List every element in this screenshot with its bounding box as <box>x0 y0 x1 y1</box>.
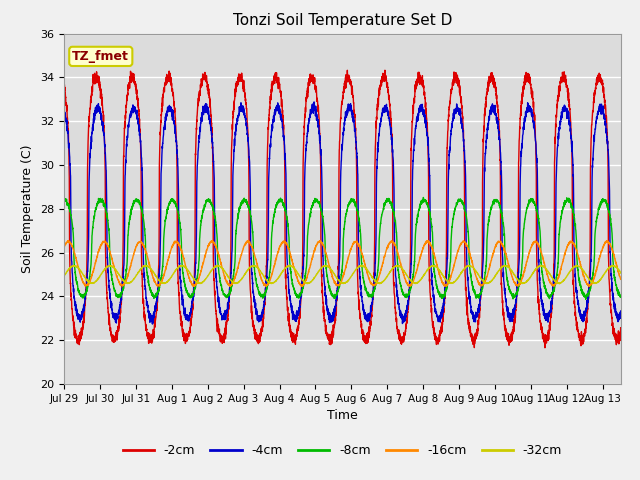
-16cm <box>189 283 197 289</box>
-32cm <box>600 272 608 277</box>
-8cm <box>582 297 589 302</box>
-2cm <box>381 67 388 73</box>
-8cm <box>600 197 608 203</box>
-2cm <box>324 335 332 340</box>
-4cm <box>148 321 156 327</box>
Title: Tonzi Soil Temperature Set D: Tonzi Soil Temperature Set D <box>233 13 452 28</box>
-4cm <box>294 312 302 317</box>
-16cm <box>572 247 580 252</box>
-32cm <box>429 263 437 268</box>
Line: -4cm: -4cm <box>64 102 621 324</box>
-16cm <box>600 242 608 248</box>
-8cm <box>572 232 580 238</box>
-4cm <box>310 99 318 105</box>
-32cm <box>617 270 625 276</box>
-16cm <box>325 261 333 267</box>
-16cm <box>294 279 302 285</box>
-16cm <box>465 247 472 253</box>
Text: TZ_fmet: TZ_fmet <box>72 50 129 63</box>
-2cm <box>541 345 548 351</box>
-8cm <box>617 294 625 300</box>
Line: -16cm: -16cm <box>64 240 621 286</box>
Legend: -2cm, -4cm, -8cm, -16cm, -32cm: -2cm, -4cm, -8cm, -16cm, -32cm <box>118 439 567 462</box>
-2cm <box>617 327 625 333</box>
X-axis label: Time: Time <box>327 409 358 422</box>
Line: -8cm: -8cm <box>64 197 621 300</box>
-2cm <box>294 325 301 331</box>
Line: -2cm: -2cm <box>64 70 621 348</box>
-32cm <box>325 264 333 270</box>
-2cm <box>465 321 472 327</box>
-32cm <box>60 273 68 279</box>
Y-axis label: Soil Temperature (C): Soil Temperature (C) <box>22 144 35 273</box>
-16cm <box>617 276 625 282</box>
-2cm <box>298 271 306 276</box>
-4cm <box>600 113 608 119</box>
-2cm <box>60 82 68 88</box>
-4cm <box>617 308 625 314</box>
-32cm <box>303 281 311 287</box>
-8cm <box>60 197 68 203</box>
-8cm <box>324 280 332 286</box>
Line: -32cm: -32cm <box>64 265 621 284</box>
-4cm <box>465 288 472 294</box>
-32cm <box>298 277 306 283</box>
-16cm <box>299 282 307 288</box>
-2cm <box>600 95 608 100</box>
-32cm <box>572 263 580 268</box>
-32cm <box>294 271 301 276</box>
-8cm <box>465 237 472 242</box>
-16cm <box>209 238 216 243</box>
-8cm <box>298 288 306 294</box>
-4cm <box>60 110 68 116</box>
-32cm <box>465 263 472 269</box>
-8cm <box>294 294 301 300</box>
-2cm <box>572 319 580 325</box>
-8cm <box>420 194 428 200</box>
-16cm <box>60 244 68 250</box>
-4cm <box>572 287 580 292</box>
-4cm <box>299 276 307 281</box>
-4cm <box>325 312 333 318</box>
